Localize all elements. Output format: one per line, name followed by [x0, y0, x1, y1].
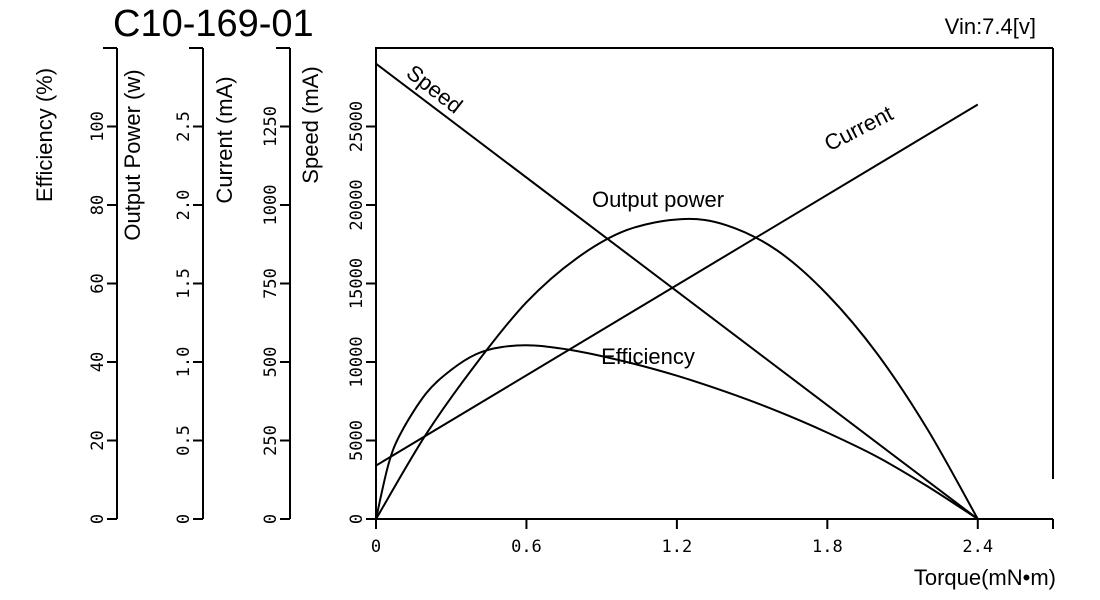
- series-line-speed: [375, 62, 979, 520]
- y-tick-label-current: 500: [261, 347, 281, 378]
- y-axis-speed: 0 5000 10000 15000 20000 25000 Speed (mA): [298, 66, 376, 524]
- voltage-note: Vin:7.4[v]: [945, 14, 1036, 39]
- y-axis-power: 0 0.5 1.0 1.5 2.0 2.5 Output Power (w): [120, 47, 204, 524]
- x-tick-label: 1.8: [812, 537, 843, 557]
- x-tick-label: 0.6: [511, 537, 542, 557]
- y-tick-label-power: 1.0: [174, 347, 194, 378]
- series-label-speed: Speed: [402, 60, 468, 119]
- x-tick-label: 2.4: [962, 537, 993, 557]
- y-tick-label-current: 250: [261, 425, 281, 456]
- y-axis-label-power: Output Power (w): [120, 69, 145, 240]
- y-tick-label-efficiency: 20: [88, 430, 108, 450]
- x-tick-label: 0: [371, 537, 381, 557]
- series-label-output-power: Output power: [592, 187, 724, 212]
- y-axis-current: 0 250 500 750 1000 1250 Current (mA): [212, 47, 291, 524]
- y-tick-label-current: 1000: [261, 185, 281, 226]
- y-tick-label-efficiency: 60: [88, 273, 108, 293]
- y-tick-label-speed: 0: [347, 514, 367, 524]
- y-tick-label-power: 2.0: [174, 190, 194, 221]
- y-axis-label-speed: Speed (mA): [298, 66, 323, 183]
- plot-area: 0 0.6 1.2 1.8 2.4 Speed Current Output power Eff…: [371, 47, 1054, 557]
- x-axis-label: Torque(mN•m): [914, 565, 1056, 590]
- y-axes: 0 20 40 60 80 100 Efficiency (%) 0 0.5 1.0 1.5 2.0 2…: [32, 47, 376, 524]
- series-label-efficiency: Efficiency: [601, 344, 695, 369]
- x-tick-label: 1.2: [662, 537, 693, 557]
- y-tick-label-power: 0: [174, 514, 194, 524]
- series-line-current: [375, 103, 979, 467]
- y-tick-label-efficiency: 100: [88, 111, 108, 142]
- y-tick-label-power: 1.5: [174, 268, 194, 299]
- y-tick-label-speed: 15000: [347, 258, 367, 309]
- y-tick-label-efficiency: 80: [88, 195, 108, 215]
- y-tick-label-efficiency: 40: [88, 352, 108, 372]
- y-tick-label-power: 0.5: [174, 425, 194, 456]
- series-line-efficiency: [375, 344, 979, 520]
- y-tick-label-current: 0: [261, 514, 281, 524]
- y-axis-label-current: Current (mA): [212, 76, 237, 203]
- y-tick-label-speed: 25000: [347, 101, 367, 152]
- chart-title: C10-169-01: [113, 3, 314, 45]
- y-tick-label-speed: 20000: [347, 179, 367, 230]
- y-tick-label-speed: 10000: [347, 336, 367, 387]
- y-tick-label-speed: 5000: [347, 420, 367, 461]
- y-axis-efficiency: 0 20 40 60 80 100 Efficiency (%): [32, 47, 118, 524]
- y-axis-label-efficiency: Efficiency (%): [32, 68, 57, 202]
- plot-frame: [375, 47, 1053, 520]
- y-tick-label-current: 750: [261, 268, 281, 299]
- y-tick-label-current: 1250: [261, 106, 281, 147]
- y-tick-label-power: 2.5: [174, 111, 194, 142]
- series-line-output-power: [375, 217, 979, 520]
- y-tick-label-efficiency: 0: [88, 514, 108, 524]
- series-label-current: Current: [820, 101, 897, 157]
